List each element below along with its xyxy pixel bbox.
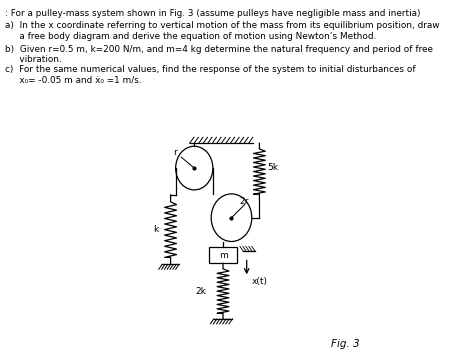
- Text: a)  In the x coordinate referring to vertical motion of the mass from its equili: a) In the x coordinate referring to vert…: [5, 21, 439, 41]
- Text: 2k: 2k: [195, 287, 206, 295]
- Bar: [210, 247, 237, 263]
- Text: 2r: 2r: [239, 197, 249, 206]
- Text: m: m: [219, 251, 228, 260]
- Text: Fig. 3: Fig. 3: [331, 339, 360, 349]
- Text: r: r: [173, 148, 177, 157]
- Text: c)  For the same numerical values, find the response of the system to initial di: c) For the same numerical values, find t…: [5, 65, 415, 84]
- Text: 5k: 5k: [267, 163, 278, 172]
- Text: k: k: [154, 225, 159, 234]
- Text: x(t): x(t): [252, 277, 268, 286]
- Text: b)  Given r=0.5 m, k=200 N/m, and m=4 kg determine the natural frequency and per: b) Given r=0.5 m, k=200 N/m, and m=4 kg …: [5, 45, 433, 64]
- Text: : For a pulley-mass system shown in Fig. 3 (assume pulleys have negligible mass : : For a pulley-mass system shown in Fig.…: [5, 9, 420, 18]
